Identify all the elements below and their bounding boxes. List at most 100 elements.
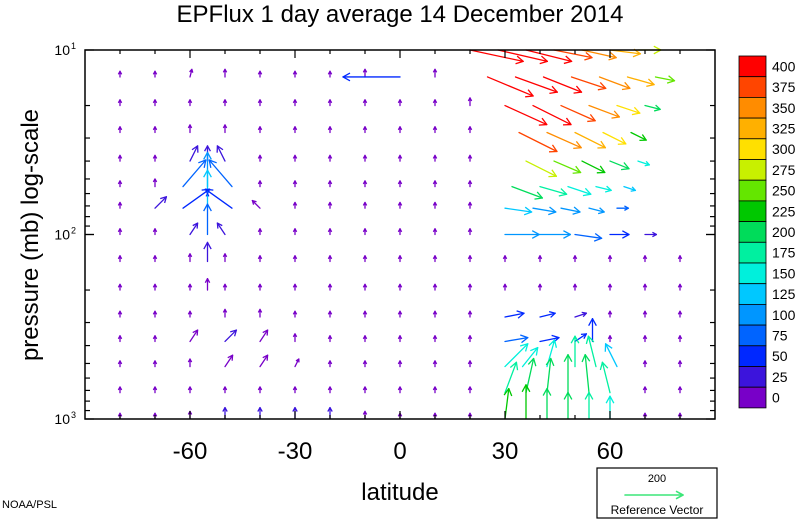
flux-vector-229 xyxy=(546,131,582,150)
flux-vector-247 xyxy=(616,205,630,211)
flux-vector-185 xyxy=(581,354,591,394)
flux-vector-48 xyxy=(208,159,233,188)
flux-vector-94 xyxy=(572,255,578,263)
flux-vector-39 xyxy=(327,154,333,162)
reference-vector-value: 200 xyxy=(648,473,666,485)
flux-vector-126 xyxy=(467,310,473,318)
flux-vector-87 xyxy=(327,255,333,263)
colorbar-swatch xyxy=(738,262,767,285)
flux-vector-165 xyxy=(570,335,580,368)
colorbar-label: 400 xyxy=(772,58,796,74)
colorbar-swatch xyxy=(738,200,767,222)
flux-vector-223 xyxy=(532,104,572,126)
flux-vector-228 xyxy=(518,131,558,153)
flux-vector-64 xyxy=(362,201,368,209)
flux-vector-132 xyxy=(677,310,683,318)
flux-vector-151 xyxy=(117,360,123,368)
flux-vector-10 xyxy=(117,99,123,107)
flux-vector-43 xyxy=(467,154,473,162)
flux-vector-102 xyxy=(222,283,228,291)
flux-vector-36 xyxy=(216,145,226,162)
colorbar-label: 225 xyxy=(772,203,796,219)
flux-vector-82 xyxy=(187,253,193,263)
flux-vector-9 xyxy=(432,68,438,78)
flux-vector-152 xyxy=(152,360,158,368)
flux-vector-91 xyxy=(467,255,473,263)
flux-vector-84 xyxy=(222,253,228,263)
flux-vector-186 xyxy=(599,361,611,394)
flux-vector-63 xyxy=(327,201,333,209)
x-tick-label: -60 xyxy=(173,438,208,465)
flux-vector-26 xyxy=(292,126,298,134)
flux-vector-98 xyxy=(117,283,123,291)
colorbar-swatch xyxy=(738,55,767,78)
flux-vector-175 xyxy=(292,386,298,394)
y-tick-exponent: 3 xyxy=(71,410,76,420)
flux-vector-52 xyxy=(362,180,368,188)
flux-vector-86 xyxy=(292,255,298,263)
flux-vector-46 xyxy=(182,159,207,188)
flux-vector-154 xyxy=(224,354,234,368)
colorbar-label: 75 xyxy=(772,327,788,343)
flux-vector-33 xyxy=(152,154,158,162)
flux-vector-3 xyxy=(222,68,228,78)
colorbar-label: 175 xyxy=(772,245,796,261)
flux-vector-131 xyxy=(642,310,648,318)
flux-vector-110 xyxy=(502,283,508,291)
x-tick-label: 60 xyxy=(597,438,624,465)
flux-vector-174 xyxy=(257,386,263,394)
flux-vector-22 xyxy=(152,126,158,134)
colorbar-label: 50 xyxy=(772,348,788,364)
flux-vector-121 xyxy=(292,310,298,318)
flux-vector-147 xyxy=(588,318,597,343)
flux-vector-168 xyxy=(642,360,648,368)
flux-vector-180 xyxy=(467,386,473,394)
flux-vector-21 xyxy=(117,126,123,134)
flux-vector-62 xyxy=(292,201,298,209)
flux-vector-236 xyxy=(609,160,630,171)
flux-vector-251 xyxy=(609,230,630,239)
flux-vector-76 xyxy=(362,228,368,236)
flux-vector-179 xyxy=(432,386,438,394)
colorbar-label: 100 xyxy=(772,307,796,323)
flux-vector-211 xyxy=(553,49,593,61)
flux-vector-58 xyxy=(182,188,211,209)
flux-vector-252 xyxy=(644,231,658,238)
flux-vector-222 xyxy=(504,104,548,126)
flux-vector-90 xyxy=(432,255,438,263)
flux-vector-249 xyxy=(539,230,572,239)
flux-vector-176 xyxy=(327,386,333,394)
flux-vector-19 xyxy=(432,99,438,107)
flux-vector-12 xyxy=(187,99,193,107)
flux-vector-40 xyxy=(362,154,368,162)
flux-vector-18 xyxy=(397,99,403,107)
flux-vector-14 xyxy=(257,99,263,107)
flux-vector-123 xyxy=(362,310,368,318)
flux-vector-239 xyxy=(539,185,568,197)
flux-vector-240 xyxy=(567,185,592,197)
colorbar-swatch xyxy=(738,366,767,388)
flux-vector-128 xyxy=(539,310,556,318)
flux-vector-41 xyxy=(397,154,403,162)
flux-vector-173 xyxy=(222,386,228,394)
flux-vector-163 xyxy=(521,346,539,368)
flux-vector-16 xyxy=(327,99,333,107)
flux-vector-31 xyxy=(467,126,473,134)
colorbar-label: 150 xyxy=(772,265,796,281)
flux-vector-88 xyxy=(362,255,368,263)
colorbar-label: 325 xyxy=(772,120,796,136)
y-tick-exponent: 2 xyxy=(71,226,76,236)
flux-vector-104 xyxy=(292,283,298,291)
flux-vector-122 xyxy=(327,310,333,318)
flux-vector-225 xyxy=(588,104,621,119)
y-axis-label: pressure (mb) log-scale xyxy=(17,109,44,361)
flux-vector-159 xyxy=(397,360,403,368)
flux-vector-56 xyxy=(117,201,123,209)
flux-vector-149 xyxy=(642,335,648,343)
flux-vector-120 xyxy=(257,308,263,318)
flux-vector-158 xyxy=(362,360,368,368)
flux-vector-235 xyxy=(581,160,606,174)
flux-vector-32 xyxy=(117,154,123,162)
colorbar-label: 375 xyxy=(772,79,796,95)
